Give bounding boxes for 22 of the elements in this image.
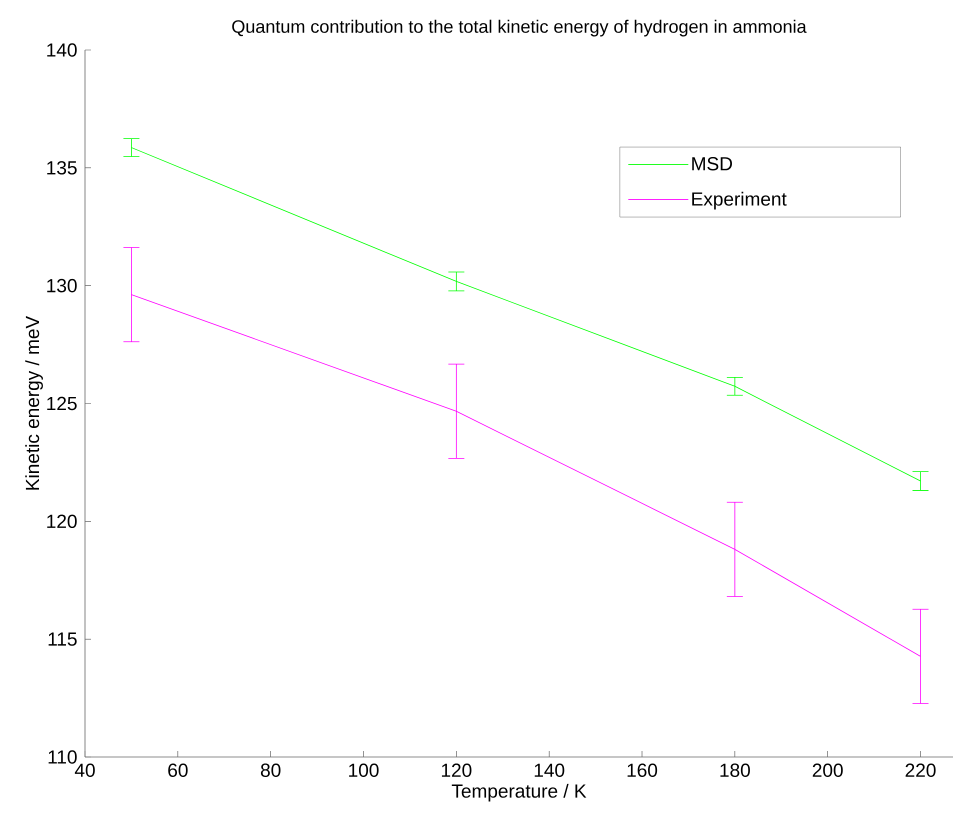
- x-tick-label: 120: [442, 764, 472, 777]
- chart-title: Quantum contribution to the total kinetic energy of hydrogen in ammonia: [232, 20, 807, 36]
- x-tick-label: 220: [906, 764, 936, 777]
- x-tick-label: 60: [168, 764, 188, 777]
- y-tick-label: 120: [47, 514, 77, 528]
- y-tick-label: 110: [48, 750, 77, 764]
- x-tick-label: 140: [534, 764, 564, 777]
- x-tick-label: 180: [720, 764, 750, 777]
- legend-label: Experiment: [692, 192, 787, 210]
- x-tick-label: 200: [812, 764, 843, 777]
- y-tick-label: 135: [47, 161, 77, 175]
- legend-label: MSD: [692, 157, 732, 170]
- y-tick-label: 130: [47, 278, 77, 292]
- x-tick-label: 100: [349, 764, 379, 777]
- y-tick-label: 125: [47, 396, 77, 410]
- x-axis-title: Temperature / K: [452, 784, 586, 802]
- x-tick-label: 160: [628, 764, 658, 777]
- x-tick-label: 40: [74, 764, 95, 777]
- x-tick-label: 80: [260, 764, 280, 777]
- y-tick-label: 140: [47, 43, 77, 57]
- y-tick-label: 115: [48, 632, 77, 646]
- y-axis-title: Kinetic energy / meV: [25, 316, 43, 490]
